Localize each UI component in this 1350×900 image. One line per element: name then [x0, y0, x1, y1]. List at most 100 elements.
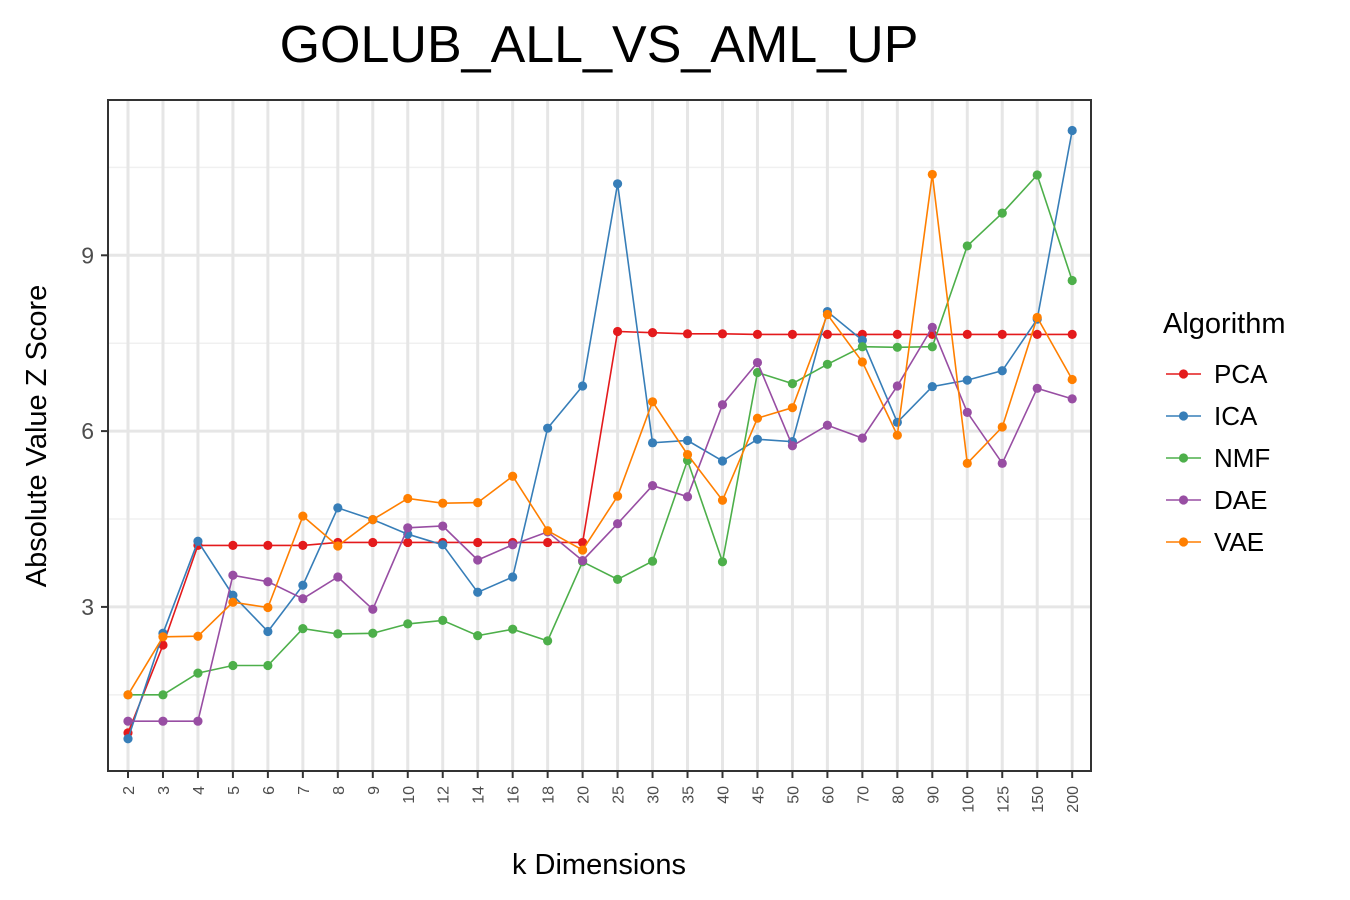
plot-border — [107, 99, 1092, 772]
data-point-nmf — [508, 624, 518, 634]
data-point-dae — [193, 716, 203, 726]
data-point-dae — [158, 716, 168, 726]
data-point-vae — [473, 498, 483, 508]
data-point-vae — [752, 413, 763, 423]
data-point-pca — [228, 540, 238, 550]
data-point-pca — [717, 329, 728, 339]
data-point-dae — [298, 594, 308, 604]
data-point-ica — [508, 572, 518, 582]
y-tick-label: 9 — [81, 242, 94, 268]
data-point-ica — [647, 438, 658, 448]
data-point-dae — [927, 322, 937, 332]
data-point-nmf — [822, 359, 833, 369]
series-layer — [123, 125, 1077, 744]
series-line-vae — [127, 174, 1073, 696]
legend-label-nmf: NMF — [1214, 443, 1270, 473]
data-point-dae — [822, 420, 833, 430]
data-point-vae — [927, 169, 937, 180]
legend-item-pca: PCA — [1166, 359, 1268, 389]
data-point-vae — [787, 403, 798, 413]
data-point-ica — [962, 375, 972, 385]
series-vae — [123, 169, 1077, 700]
data-point-pca — [752, 329, 763, 340]
data-point-vae — [228, 597, 238, 607]
data-point-pca — [647, 328, 658, 338]
data-point-vae — [892, 430, 902, 440]
data-point-vae — [962, 458, 972, 468]
data-point-dae — [473, 555, 483, 565]
legend-point-ica — [1178, 411, 1189, 421]
data-point-dae — [892, 381, 902, 391]
data-point-dae — [368, 604, 378, 614]
data-point-nmf — [158, 690, 168, 700]
data-point-nmf — [543, 636, 553, 646]
x-tick-label: 40 — [715, 786, 732, 804]
data-point-pca — [263, 540, 273, 550]
data-point-dae — [787, 441, 798, 451]
data-point-nmf — [647, 556, 658, 566]
data-point-dae — [962, 407, 972, 417]
data-point-ica — [612, 179, 623, 189]
data-point-nmf — [997, 208, 1007, 218]
data-point-ica — [263, 626, 273, 637]
data-point-pca — [787, 329, 798, 340]
x-tick-label: 80 — [890, 786, 907, 804]
data-point-vae — [1067, 374, 1077, 385]
x-tick-label: 20 — [576, 786, 593, 804]
data-point-vae — [612, 491, 623, 501]
legend-point-dae — [1178, 495, 1189, 505]
data-point-vae — [1032, 312, 1042, 323]
data-point-pca — [997, 329, 1007, 340]
data-point-dae — [647, 481, 658, 491]
x-tick-label: 45 — [750, 786, 767, 804]
series-line-nmf — [128, 173, 1073, 696]
series-ica — [123, 125, 1077, 744]
data-point-dae — [508, 540, 518, 550]
data-point-ica — [333, 503, 343, 513]
legend-label-dae: DAE — [1214, 485, 1267, 515]
data-point-ica — [857, 335, 867, 345]
legend-label-pca: PCA — [1214, 359, 1268, 389]
data-point-pca — [578, 537, 588, 548]
data-point-nmf — [717, 557, 728, 567]
data-point-dae — [263, 577, 273, 587]
y-tick-label: 3 — [81, 594, 94, 620]
data-point-dae — [612, 519, 623, 529]
x-tick-label: 4 — [191, 786, 208, 795]
data-point-nmf — [473, 631, 483, 641]
grid-lines — [108, 100, 1091, 771]
data-point-ica — [927, 381, 937, 392]
data-point-dae — [403, 523, 413, 533]
x-tick-label: 25 — [611, 786, 628, 804]
data-point-dae — [333, 572, 343, 582]
data-point-ica — [717, 456, 728, 466]
y-axis-title: Absolute Value Z Score — [21, 285, 53, 588]
data-point-nmf — [333, 629, 343, 639]
legend-item-dae: DAE — [1166, 485, 1267, 515]
x-tick-label: 125 — [995, 786, 1012, 813]
x-tick-label: 10 — [401, 786, 418, 804]
x-tick-label: 5 — [226, 786, 243, 795]
x-tick-label: 200 — [1065, 786, 1082, 813]
data-point-vae — [158, 632, 168, 642]
legend-title: Algorithm — [1163, 308, 1286, 340]
data-point-pca — [403, 537, 413, 548]
data-point-ica — [473, 587, 483, 597]
data-point-nmf — [403, 619, 413, 629]
data-point-vae — [508, 471, 518, 481]
data-point-dae — [717, 400, 728, 410]
data-point-vae — [543, 526, 553, 536]
data-point-vae — [857, 357, 867, 367]
legend-point-vae — [1178, 537, 1189, 547]
data-point-dae — [682, 492, 693, 502]
legend-label-vae: VAE — [1214, 527, 1264, 557]
data-point-dae — [752, 357, 763, 368]
data-point-dae — [228, 570, 238, 580]
series-pca — [123, 326, 1077, 738]
data-point-vae — [822, 309, 833, 320]
data-point-pca — [1032, 329, 1042, 340]
data-point-pca — [298, 540, 308, 550]
data-point-nmf — [228, 660, 238, 671]
data-point-ica — [1067, 125, 1077, 136]
